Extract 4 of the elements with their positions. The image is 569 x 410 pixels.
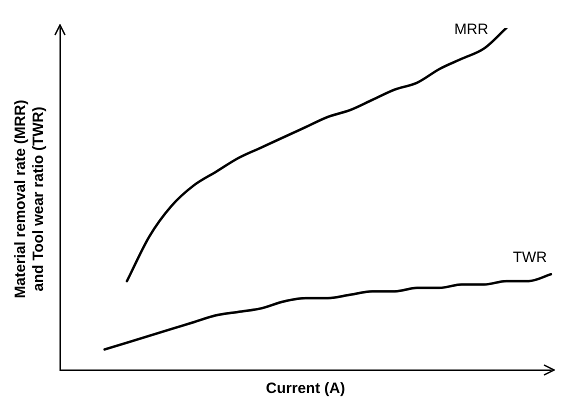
x-axis-title: Current (A)	[266, 380, 346, 398]
series-label: MRR	[454, 21, 489, 38]
y-axis-title: Material removal rate (MRR) and Tool wear ratio (TWR)	[12, 100, 48, 298]
series-label: TWR	[512, 249, 548, 266]
